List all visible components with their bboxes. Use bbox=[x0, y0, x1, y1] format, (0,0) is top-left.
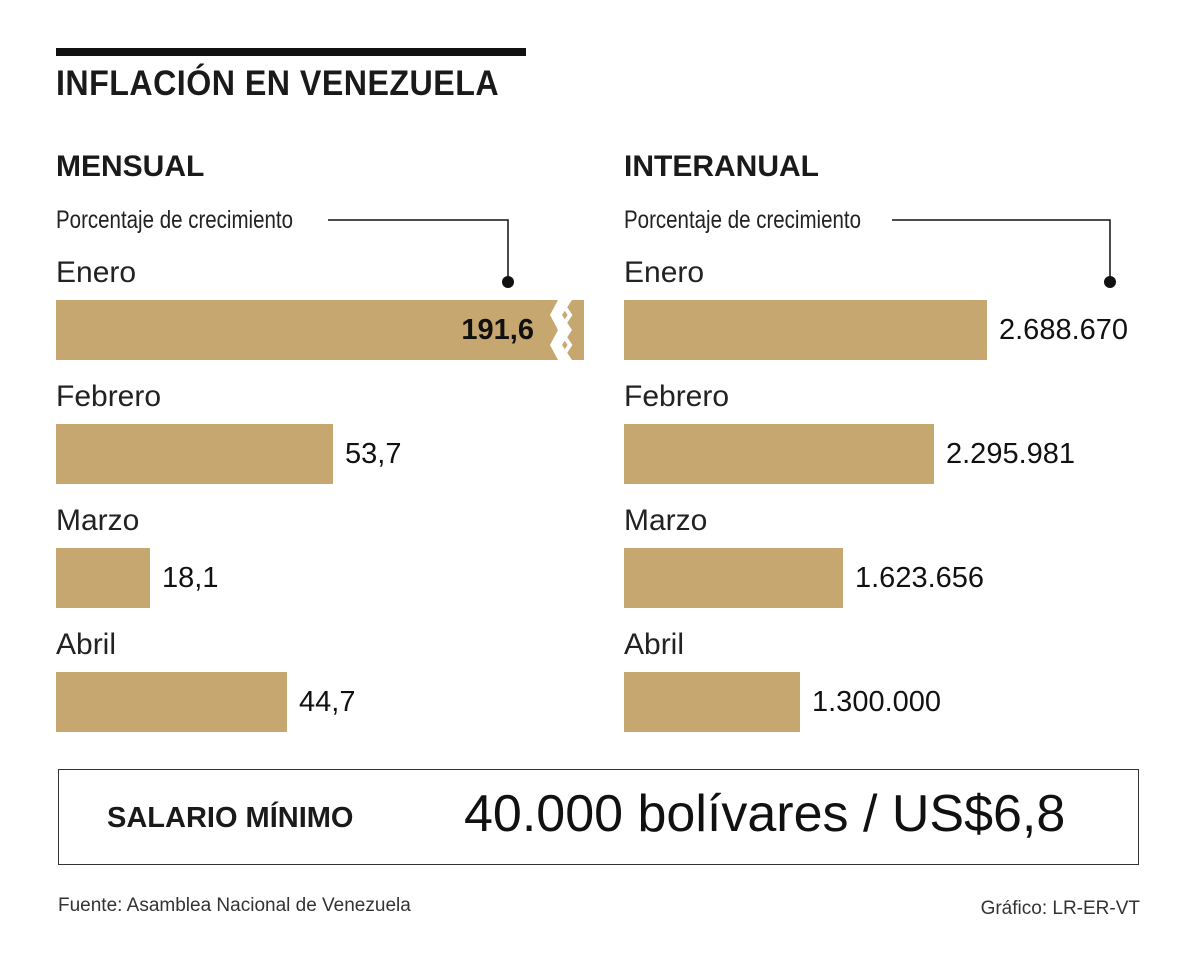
yearly-value-label-marzo: 1.623.656 bbox=[855, 562, 985, 594]
yearly-category-label-enero: Enero bbox=[624, 256, 705, 289]
minimum-salary-label: SALARIO MÍNIMO bbox=[107, 802, 354, 834]
yearly-bar-enero bbox=[624, 300, 987, 360]
yearly-value-label-abril: 1.300.000 bbox=[812, 686, 942, 718]
monthly-chart: MENSUAL Porcentaje de crecimiento Enero 1… bbox=[56, 0, 616, 740]
minimum-salary-box: SALARIO MÍNIMO 40.000 bolívares / US$6,8 bbox=[58, 769, 1139, 865]
monthly-bar-abril bbox=[56, 672, 287, 732]
yearly-bar-marzo bbox=[624, 548, 843, 608]
monthly-category-label-enero: Enero bbox=[56, 256, 137, 289]
monthly-bar-febrero bbox=[56, 424, 333, 484]
yearly-unit-label: Porcentaje de crecimiento bbox=[624, 206, 862, 234]
yearly-category-label-marzo: Marzo bbox=[624, 504, 708, 537]
yearly-leader-line bbox=[892, 219, 1116, 288]
yearly-category-label-febrero: Febrero bbox=[624, 380, 730, 413]
monthly-value-label-abril: 44,7 bbox=[299, 686, 356, 718]
source-note: Fuente: Asamblea Nacional de Venezuela bbox=[58, 895, 411, 916]
monthly-category-label-abril: Abril bbox=[56, 628, 117, 661]
top-rule bbox=[56, 48, 526, 56]
monthly-value-label-marzo: 18,1 bbox=[162, 562, 219, 594]
minimum-salary-value: 40.000 bolívares / US$6,8 bbox=[464, 785, 1066, 843]
yearly-chart-title: INTERANUAL bbox=[624, 150, 819, 183]
page-title: INFLACIÓN EN VENEZUELA bbox=[56, 64, 500, 103]
monthly-axis-break-icon bbox=[550, 300, 573, 360]
graphic-credit: Gráfico: LR-ER-VT bbox=[980, 898, 1140, 919]
monthly-category-label-febrero: Febrero bbox=[56, 380, 162, 413]
monthly-bar-enero bbox=[56, 300, 584, 360]
yearly-value-label-enero: 2.688.670 bbox=[999, 314, 1129, 346]
monthly-category-label-marzo: Marzo bbox=[56, 504, 140, 537]
monthly-chart-title: MENSUAL bbox=[56, 150, 205, 183]
monthly-unit-label: Porcentaje de crecimiento bbox=[56, 206, 294, 234]
yearly-chart: INTERANUAL Porcentaje de crecimiento Ene… bbox=[624, 0, 1184, 740]
monthly-leader-line bbox=[328, 219, 514, 288]
monthly-value-label-enero: 191,6 bbox=[461, 314, 534, 346]
monthly-bar-marzo bbox=[56, 548, 150, 608]
yearly-bar-abril bbox=[624, 672, 800, 732]
yearly-bar-febrero bbox=[624, 424, 934, 484]
yearly-category-label-abril: Abril bbox=[624, 628, 685, 661]
yearly-value-label-febrero: 2.295.981 bbox=[946, 438, 1076, 470]
monthly-value-label-febrero: 53,7 bbox=[345, 438, 402, 470]
